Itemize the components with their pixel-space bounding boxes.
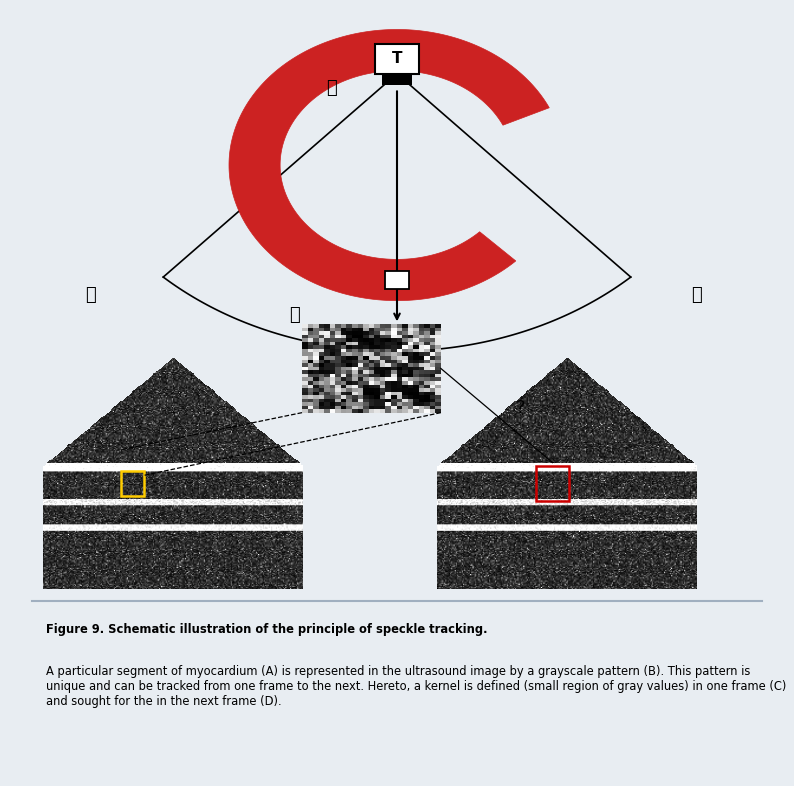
Polygon shape	[229, 30, 549, 300]
Text: Figure 9. Schematic illustration of the principle of speckle tracking.: Figure 9. Schematic illustration of the …	[46, 623, 488, 636]
Text: A particular segment of myocardium (A) is represented in the ultrasound image by: A particular segment of myocardium (A) i…	[46, 665, 787, 708]
Text: Ⓓ: Ⓓ	[691, 286, 702, 303]
Text: Ⓐ: Ⓐ	[326, 79, 337, 97]
Text: Frame 1: Frame 1	[147, 567, 209, 582]
Bar	[383, 74, 411, 86]
Bar	[385, 270, 409, 289]
Bar	[375, 44, 419, 74]
Bar	[121, 471, 144, 497]
Text: Frame 2: Frame 2	[563, 567, 626, 582]
Text: Ⓒ: Ⓒ	[85, 286, 95, 303]
Bar	[536, 466, 569, 501]
Text: Ⓑ: Ⓑ	[289, 307, 300, 325]
Text: T: T	[391, 51, 403, 67]
Text: ?: ?	[516, 399, 526, 417]
